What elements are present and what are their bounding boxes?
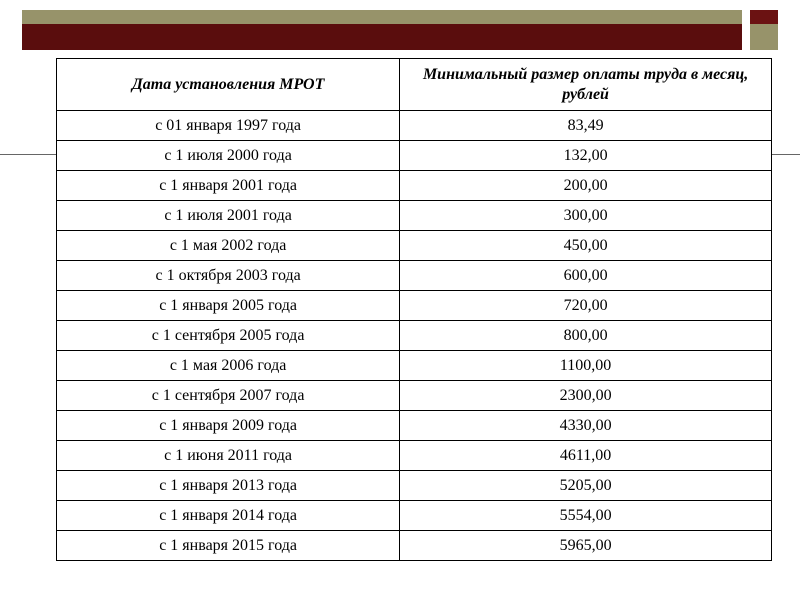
cell-amount: 2300,00 [400,381,772,411]
horizontal-rule-right [772,154,800,155]
cell-date: с 1 мая 2006 года [57,351,400,381]
cell-amount: 600,00 [400,261,772,291]
cell-date: с 1 января 2013 года [57,471,400,501]
table-row: с 1 января 2013 года5205,00 [57,471,772,501]
maroon-bar [22,24,742,50]
table-row: с 1 мая 2002 года450,00 [57,231,772,261]
header-banner [22,10,778,50]
table-row: с 1 сентября 2005 года800,00 [57,321,772,351]
cell-amount: 5554,00 [400,501,772,531]
table-row: с 1 октября 2003 года600,00 [57,261,772,291]
cell-amount: 132,00 [400,141,772,171]
col-header-date: Дата установления МРОТ [57,59,400,111]
cell-amount: 5965,00 [400,531,772,561]
table-row: с 1 января 2009 года4330,00 [57,411,772,441]
col-header-amount: Минимальный размер оплаты труда в месяц,… [400,59,772,111]
table-row: с 1 января 2001 года200,00 [57,171,772,201]
cell-amount: 200,00 [400,171,772,201]
cell-amount: 4330,00 [400,411,772,441]
cell-date: с 01 января 1997 года [57,111,400,141]
table-body: с 01 января 1997 года83,49 с 1 июля 2000… [57,111,772,561]
accent-square-bottom [750,24,778,50]
cell-date: с 1 июля 2001 года [57,201,400,231]
table-header-row: Дата установления МРОТ Минимальный разме… [57,59,772,111]
cell-date: с 1 мая 2002 года [57,231,400,261]
cell-date: с 1 января 2001 года [57,171,400,201]
table-row: с 1 января 2005 года720,00 [57,291,772,321]
cell-date: с 1 января 2014 года [57,501,400,531]
mrot-table: Дата установления МРОТ Минимальный разме… [56,58,772,561]
cell-amount: 720,00 [400,291,772,321]
cell-amount: 300,00 [400,201,772,231]
table-container: Дата установления МРОТ Минимальный разме… [56,58,772,561]
cell-amount: 1100,00 [400,351,772,381]
table-row: с 1 июня 2011 года4611,00 [57,441,772,471]
horizontal-rule-left [0,154,56,155]
cell-date: с 1 июня 2011 года [57,441,400,471]
table-row: с 1 июля 2001 года300,00 [57,201,772,231]
table-row: с 1 мая 2006 года1100,00 [57,351,772,381]
cell-date: с 1 июля 2000 года [57,141,400,171]
cell-amount: 5205,00 [400,471,772,501]
cell-date: с 1 января 2009 года [57,411,400,441]
cell-date: с 1 января 2015 года [57,531,400,561]
cell-date: с 1 января 2005 года [57,291,400,321]
cell-amount: 4611,00 [400,441,772,471]
cell-amount: 450,00 [400,231,772,261]
cell-amount: 83,49 [400,111,772,141]
table-row: с 1 января 2015 года5965,00 [57,531,772,561]
table-row: с 01 января 1997 года83,49 [57,111,772,141]
table-row: с 1 января 2014 года5554,00 [57,501,772,531]
cell-date: с 1 сентября 2007 года [57,381,400,411]
cell-amount: 800,00 [400,321,772,351]
table-row: с 1 сентября 2007 года2300,00 [57,381,772,411]
cell-date: с 1 октября 2003 года [57,261,400,291]
cell-date: с 1 сентября 2005 года [57,321,400,351]
table-row: с 1 июля 2000 года132,00 [57,141,772,171]
